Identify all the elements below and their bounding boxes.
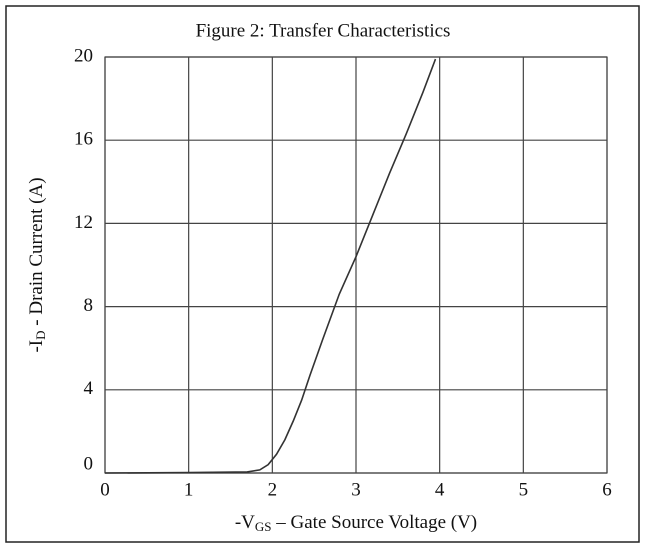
x-axis-label: -VGS – Gate Source Voltage (V) <box>235 512 477 534</box>
x-tick-label: 1 <box>184 479 194 500</box>
chart-title: Figure 2: Transfer Characteristics <box>196 20 451 41</box>
x-tick-label: 6 <box>602 479 612 500</box>
y-tick-label: 8 <box>84 295 94 316</box>
x-tick-label: 2 <box>268 479 278 500</box>
x-tick-label: 4 <box>435 479 445 500</box>
y-label-main: -I <box>26 340 47 353</box>
y-tick-label: 20 <box>74 45 93 66</box>
x-tick-label: 0 <box>100 479 110 500</box>
y-tick-label: 16 <box>74 129 93 150</box>
x-tick-label: 3 <box>351 479 361 500</box>
y-label-sub: D <box>33 330 48 339</box>
y-axis-label: -ID - Drain Current (A) <box>26 177 48 352</box>
x-tick-label: 5 <box>519 479 529 500</box>
y-tick-label: 0 <box>84 453 94 474</box>
curve <box>104 58 437 474</box>
y-label-rest: - Drain Current (A) <box>26 177 47 330</box>
x-label-sub: GS <box>255 519 272 534</box>
x-label-rest: – Gate Source Voltage (V) <box>272 512 478 533</box>
y-tick-label: 4 <box>84 378 94 399</box>
x-label-main: -V <box>235 512 255 533</box>
y-tick-label: 12 <box>74 212 93 233</box>
outer-border <box>5 5 640 543</box>
